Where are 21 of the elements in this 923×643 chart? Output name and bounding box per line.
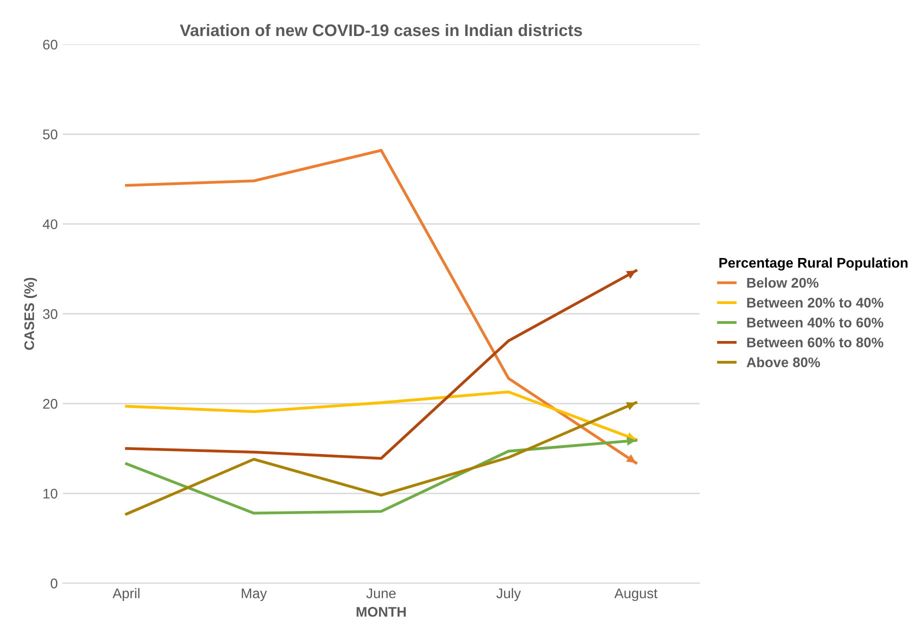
y-tick-label: 0 — [50, 578, 58, 588]
legend-label: Between 40% to 60% — [747, 318, 884, 328]
y-tick-label: 30 — [42, 309, 58, 319]
legend-title: Percentage Rural Population — [719, 258, 908, 271]
y-tick-label: 40 — [42, 219, 58, 230]
x-tick-label: August — [614, 588, 658, 602]
y-tick-label: 10 — [44, 488, 58, 499]
x-tick-label: April — [112, 588, 140, 602]
x-tick-label: June — [366, 588, 396, 598]
y-tick-label: 20 — [43, 398, 58, 409]
y-axis-title: CASES (%) — [24, 278, 37, 350]
legend-label: Below 20% — [747, 278, 818, 288]
y-tick-label: 50 — [43, 130, 58, 140]
x-tick-label: May — [242, 588, 267, 602]
x-tick-label: July — [496, 588, 521, 602]
legend-label: Between 20% to 40% — [747, 298, 884, 308]
chart-title: Variation of new COVID-19 cases in Indian districts — [180, 24, 582, 36]
legend-label: Above 80% — [746, 357, 820, 368]
y-tick-label: 60 — [43, 40, 58, 50]
x-axis-title: MONTH — [356, 606, 406, 617]
legend-label: Between 60% to 80% — [747, 338, 884, 348]
